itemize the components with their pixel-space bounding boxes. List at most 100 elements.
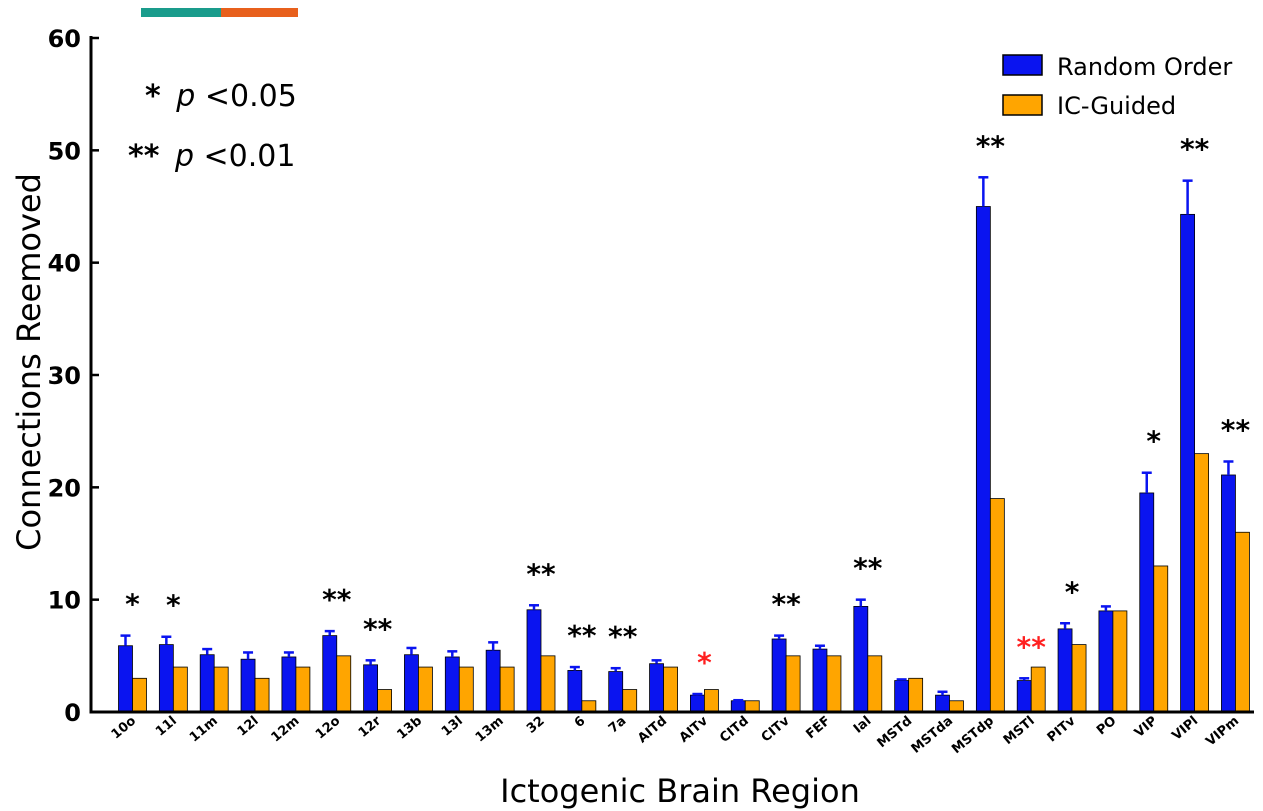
x-tick-label: PO <box>1094 714 1119 739</box>
bar-random-order <box>853 606 869 713</box>
x-axis-title: Ictogenic Brain Region <box>500 772 860 810</box>
x-tick-label: 12o <box>313 714 343 743</box>
bar-group-CITd <box>730 698 760 713</box>
bar-ic-guided <box>949 700 964 713</box>
significance-marker: ** <box>526 557 556 590</box>
bar-group-11l <box>158 635 188 713</box>
svg-text:** p <0.01: ** p <0.01 <box>128 139 295 174</box>
bar-random-order <box>1221 474 1236 713</box>
bar-random-order <box>771 638 787 713</box>
significance-marker: * <box>166 589 181 622</box>
x-tick-label: 6 <box>572 714 589 731</box>
bar-random-order <box>1098 610 1114 713</box>
x-tick-label: AITv <box>677 713 712 746</box>
bar-random-order <box>812 648 828 713</box>
bar-group-12m <box>281 651 311 713</box>
x-tick-label: 13b <box>394 714 425 743</box>
bar-group-11m <box>199 647 229 713</box>
bar-ic-guided <box>336 655 352 713</box>
significance-marker: * <box>1065 575 1080 608</box>
bar-group-12r <box>363 659 393 713</box>
bar-random-order <box>240 658 256 713</box>
bar-ic-guided <box>295 666 311 713</box>
bar-random-order <box>975 206 991 713</box>
legend-label-ic-guided: IC-Guided <box>1057 92 1176 120</box>
bar-random-order <box>1057 628 1073 713</box>
x-tick-label: 12l <box>235 714 262 740</box>
x-tick-label: FEF <box>803 714 833 743</box>
legend: Random Order IC-Guided <box>1002 53 1232 120</box>
top-swatch-teal <box>141 8 221 17</box>
x-tick-label: AITd <box>635 714 670 747</box>
bar-group-AITv <box>690 689 719 713</box>
significance-marker: * <box>697 646 712 679</box>
significance-marker: ** <box>771 588 801 621</box>
x-tick-label: MSTda <box>909 714 956 757</box>
bar-ic-guided <box>785 655 801 713</box>
bar-ic-guided <box>908 677 924 713</box>
plot-area: * * ******** ***************** <box>118 129 1250 713</box>
bar-random-order <box>485 649 501 713</box>
significance-marker: ** <box>853 552 883 585</box>
bar-random-order <box>158 644 174 713</box>
bar-ic-guided <box>254 677 270 713</box>
x-tick-label: Ial <box>851 714 874 737</box>
bar-ic-guided <box>1112 610 1128 713</box>
bar-ic-guided <box>622 689 638 713</box>
x-tick-label: 11l <box>153 714 180 740</box>
bar-group-VIP <box>1139 471 1169 713</box>
x-tick-label: 32 <box>524 714 548 737</box>
bar-random-order <box>567 670 583 713</box>
y-tick-label: 0 <box>64 699 81 727</box>
x-axis-ticks: 10o 11l 11m 12l 12m 12o 12r 13b 13l 13m 32 6 7a AITd A… <box>109 713 1242 757</box>
x-tick-label: 7a <box>606 714 629 737</box>
bar-group-13m <box>485 641 515 713</box>
bar-group-VIPm <box>1221 460 1250 713</box>
bar-random-order <box>526 609 542 713</box>
significance-marker: ** <box>1017 630 1047 663</box>
bar-random-order <box>281 656 297 713</box>
bar-ic-guided <box>458 666 474 713</box>
x-tick-label: 12r <box>356 713 385 741</box>
bar-random-order <box>363 664 379 713</box>
bar-random-order <box>322 635 338 713</box>
top-color-swatches <box>141 8 298 17</box>
bar-random-order <box>1016 680 1032 713</box>
bar-ic-guided <box>1153 565 1169 713</box>
bar-group-MSTd <box>894 677 924 713</box>
x-tick-label: VIP <box>1132 714 1160 741</box>
x-tick-label: VIPl <box>1169 714 1201 744</box>
x-tick-label: 11m <box>187 714 221 746</box>
bar-random-order <box>730 700 746 713</box>
bar-group-CITv <box>771 634 801 713</box>
bar-random-order <box>118 645 133 713</box>
top-swatch-orange <box>221 8 298 17</box>
y-tick-label: 10 <box>48 587 81 615</box>
bar-random-order <box>935 694 950 713</box>
y-axis-title: Connections Reemoved <box>10 173 48 551</box>
significance-marker: * <box>1146 425 1161 458</box>
note-double-value: <0.01 <box>204 139 296 174</box>
bar-random-order <box>404 654 419 713</box>
bar-ic-guided <box>704 689 719 713</box>
bar-group-12l <box>240 651 270 713</box>
bar-ic-guided <box>867 655 883 713</box>
bar-random-order <box>1139 492 1155 713</box>
bar-ic-guided <box>1194 453 1209 713</box>
note-double-p: p <box>174 139 194 174</box>
bar-ic-guided <box>418 666 433 713</box>
bar-ic-guided <box>744 700 760 713</box>
bar-random-order <box>444 656 460 713</box>
bar-group-PO <box>1098 605 1128 713</box>
significance-marker: * <box>125 588 140 621</box>
significance-marker: ** <box>567 619 597 652</box>
bar-group-FEF <box>812 644 842 713</box>
bar-ic-guided <box>581 700 597 713</box>
bar-ic-guided <box>540 655 556 713</box>
x-tick-label: MSTl <box>1001 714 1038 748</box>
significance-marker: ** <box>1180 133 1210 166</box>
bar-group-12o <box>322 629 352 713</box>
note-double-star: ** <box>128 139 160 174</box>
legend-swatch-ic-guided <box>1002 94 1043 116</box>
bar-group-Ial <box>853 598 883 713</box>
